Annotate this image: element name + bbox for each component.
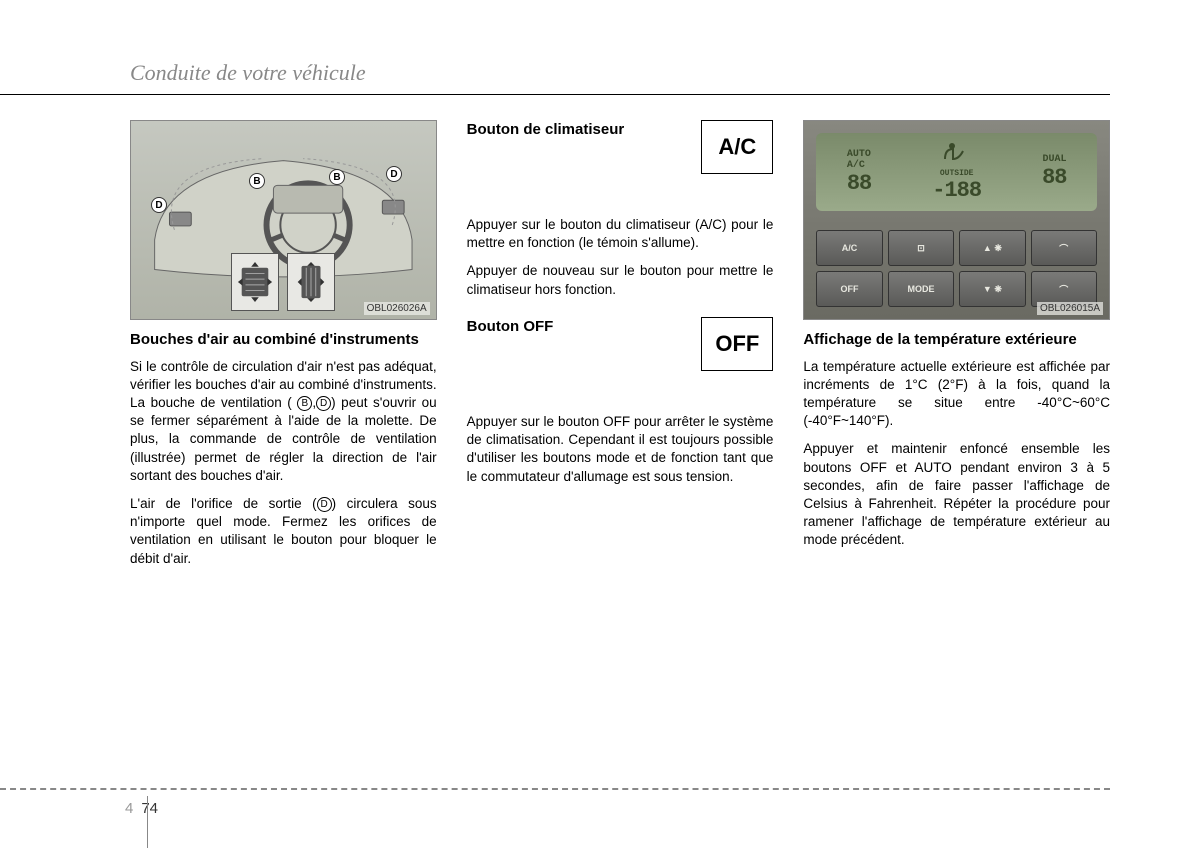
col2-paragraph-2: Appuyer de nouveau sur le bouton pour me…: [467, 262, 774, 298]
lcd-airflow-icon: [939, 141, 975, 165]
figure-label-2: OBL026015A: [1037, 302, 1103, 315]
dashboard-figure: D B B D OBL026026A: [130, 120, 437, 320]
page-number-value: 74: [141, 800, 158, 817]
climate-btn-defrost: ⊡: [888, 230, 954, 266]
climate-control-figure: AUTO A/C 88 OUTSIDE -188 DUAL 88 A/C ⊡ ▲…: [803, 120, 1110, 320]
vent-box-square: [231, 253, 279, 311]
col1-paragraph-2: L'air de l'orifice de sortie (D) circule…: [130, 495, 437, 568]
off-icon-box: OFF: [701, 317, 773, 371]
circled-d-icon-2: D: [317, 497, 332, 512]
climate-button-grid: A/C ⊡ ▲ ❋ ⌒ OFF MODE ▼ ❋ ⌒: [816, 230, 1097, 307]
lcd-auto-label: AUTO: [847, 149, 871, 160]
section-title-ac: Bouton de climatiseur: [467, 120, 625, 140]
lcd-temp-right: 88: [1042, 165, 1066, 190]
vent-inset-group: [231, 253, 335, 311]
ac-icon-box: A/C: [701, 120, 773, 174]
page-header: Conduite de votre véhicule: [0, 60, 1110, 95]
circled-d-icon: D: [316, 396, 331, 411]
climate-btn-fan-up: ▲ ❋: [959, 230, 1025, 266]
lcd-ac-label: A/C: [847, 160, 871, 171]
climate-btn-mode: MODE: [888, 271, 954, 307]
figure-label-1: OBL026026A: [364, 302, 430, 315]
climate-btn-fan-down: ▼ ❋: [959, 271, 1025, 307]
col2-paragraph-3: Appuyer sur le bouton OFF pour arrêter l…: [467, 413, 774, 486]
section-title-ext-temp: Affichage de la température extérieure: [803, 330, 1110, 350]
lcd-temp-left: 88: [847, 171, 871, 196]
page-footer: 474: [0, 788, 1110, 798]
off-title-row: Bouton OFF OFF: [467, 317, 774, 371]
page-number: 4 74: [125, 800, 158, 817]
col3-paragraph-2: Appuyer et maintenir enfoncé ensemble le…: [803, 440, 1110, 549]
column-2: Bouton de climatiseur A/C Appuyer sur le…: [467, 120, 774, 578]
climate-btn-recirculate: ⌒: [1031, 230, 1097, 266]
page-num-divider: [147, 796, 148, 848]
column-3: AUTO A/C 88 OUTSIDE -188 DUAL 88 A/C ⊡ ▲…: [803, 120, 1110, 578]
lcd-outside-label: OUTSIDE: [932, 169, 981, 178]
climate-btn-off: OFF: [816, 271, 882, 307]
ac-title-row: Bouton de climatiseur A/C: [467, 120, 774, 174]
col1-paragraph-1: Si le contrôle de circulation d'air n'es…: [130, 358, 437, 486]
col2-paragraph-1: Appuyer sur le bouton du climatiseur (A/…: [467, 216, 774, 252]
section-title-off: Bouton OFF: [467, 317, 554, 337]
lcd-temp-center: -188: [932, 178, 981, 203]
circled-b-icon: B: [297, 396, 312, 411]
col3-paragraph-1: La température actuelle extérieure est a…: [803, 358, 1110, 431]
climate-btn-ac: A/C: [816, 230, 882, 266]
section-title-vents: Bouches d'air au combiné d'instruments: [130, 330, 437, 350]
callout-b-left: B: [249, 173, 265, 189]
callout-d-left: D: [151, 197, 167, 213]
column-1: D B B D OBL026026A Bouches d'air au comb…: [130, 120, 437, 578]
vent-box-vertical: [287, 253, 335, 311]
chapter-number: 4: [125, 800, 133, 817]
lcd-dual-label: DUAL: [1042, 154, 1066, 165]
callout-d-right: D: [386, 166, 402, 182]
callout-b-right: B: [329, 169, 345, 185]
climate-lcd-display: AUTO A/C 88 OUTSIDE -188 DUAL 88: [816, 133, 1097, 211]
content-area: D B B D OBL026026A Bouches d'air au comb…: [0, 120, 1200, 578]
